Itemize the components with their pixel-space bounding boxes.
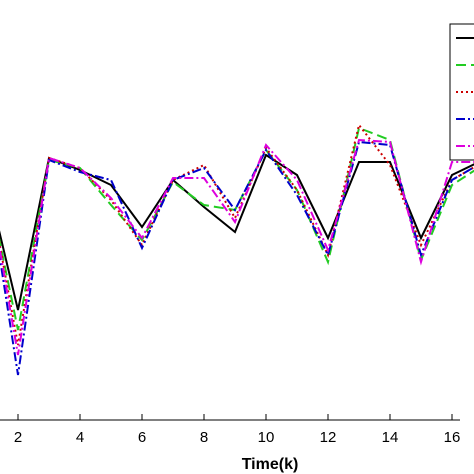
series-layer	[0, 122, 474, 376]
series-line-5	[0, 138, 474, 356]
x-axis-label: Time(k)	[242, 456, 299, 473]
x-tick-label: 4	[76, 429, 84, 446]
x-tick-label: 12	[320, 429, 337, 446]
x-tick-label: 14	[382, 429, 399, 446]
x-tick-label: 8	[200, 429, 208, 446]
x-tick-label: 10	[258, 429, 275, 446]
x-tick-label: 6	[138, 429, 146, 446]
x-ticks: 2 4 6 8 10 12 14 16	[14, 414, 461, 446]
x-tick-label: 2	[14, 429, 22, 446]
legend	[449, 23, 474, 161]
x-tick-label: 16	[444, 429, 461, 446]
